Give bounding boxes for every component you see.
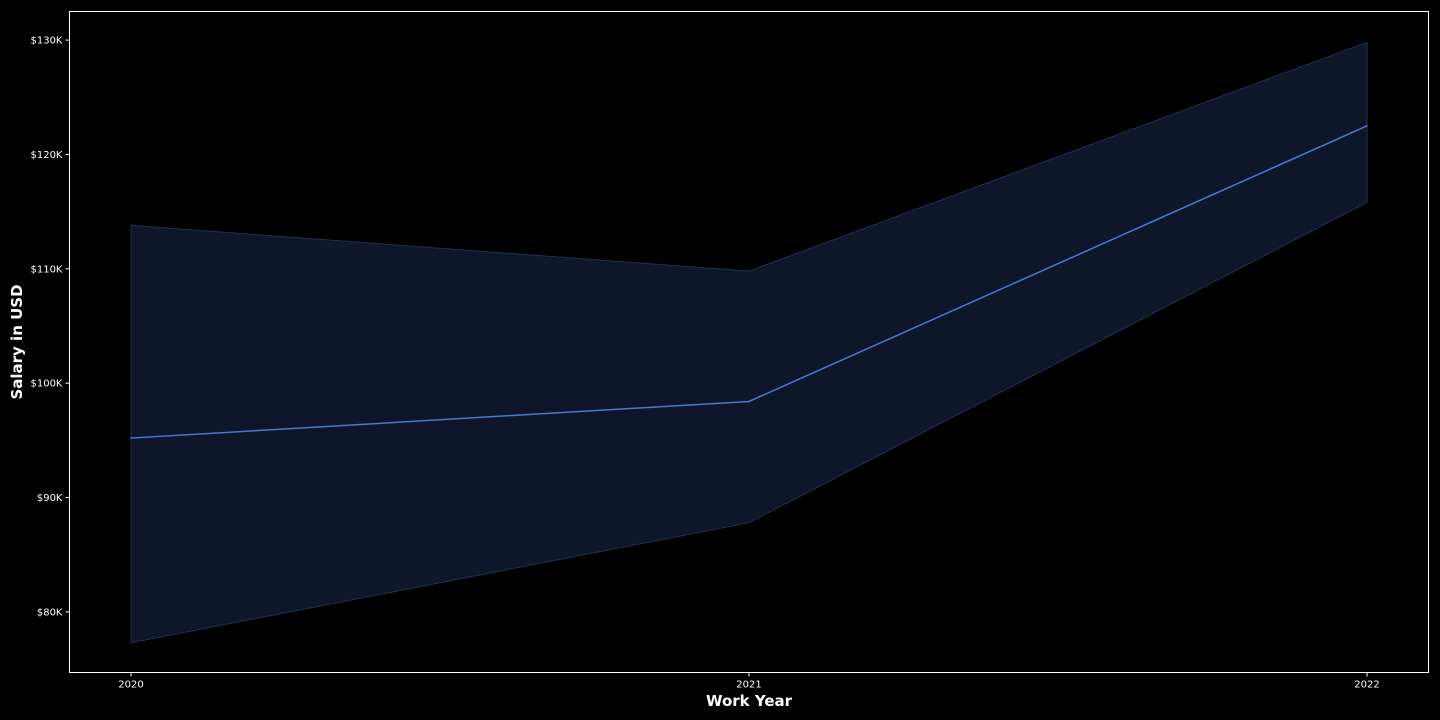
data-point	[130, 437, 132, 439]
y-tick-label: $110K	[30, 264, 62, 275]
x-tick-label: 2021	[736, 680, 761, 691]
series-layer	[130, 41, 1368, 644]
x-axis-title: Work Year	[706, 692, 793, 710]
confidence-band	[130, 41, 1368, 644]
x-axis-ticks: 2020 2021 2022	[118, 672, 1380, 691]
x-tick-label: 2022	[1354, 680, 1379, 691]
data-point	[1366, 125, 1368, 127]
y-axis-ticks: $80K $90K $100K $110K $120K $130K	[30, 36, 70, 618]
y-tick-label: $80K	[37, 607, 63, 618]
y-tick-label: $130K	[30, 36, 62, 47]
y-axis-title: Salary in USD	[8, 284, 26, 399]
data-point	[748, 400, 750, 403]
y-tick-label: $120K	[30, 150, 62, 161]
x-tick-label: 2020	[118, 680, 143, 691]
y-tick-label: $100K	[30, 379, 62, 390]
y-tick-label: $90K	[37, 493, 63, 504]
